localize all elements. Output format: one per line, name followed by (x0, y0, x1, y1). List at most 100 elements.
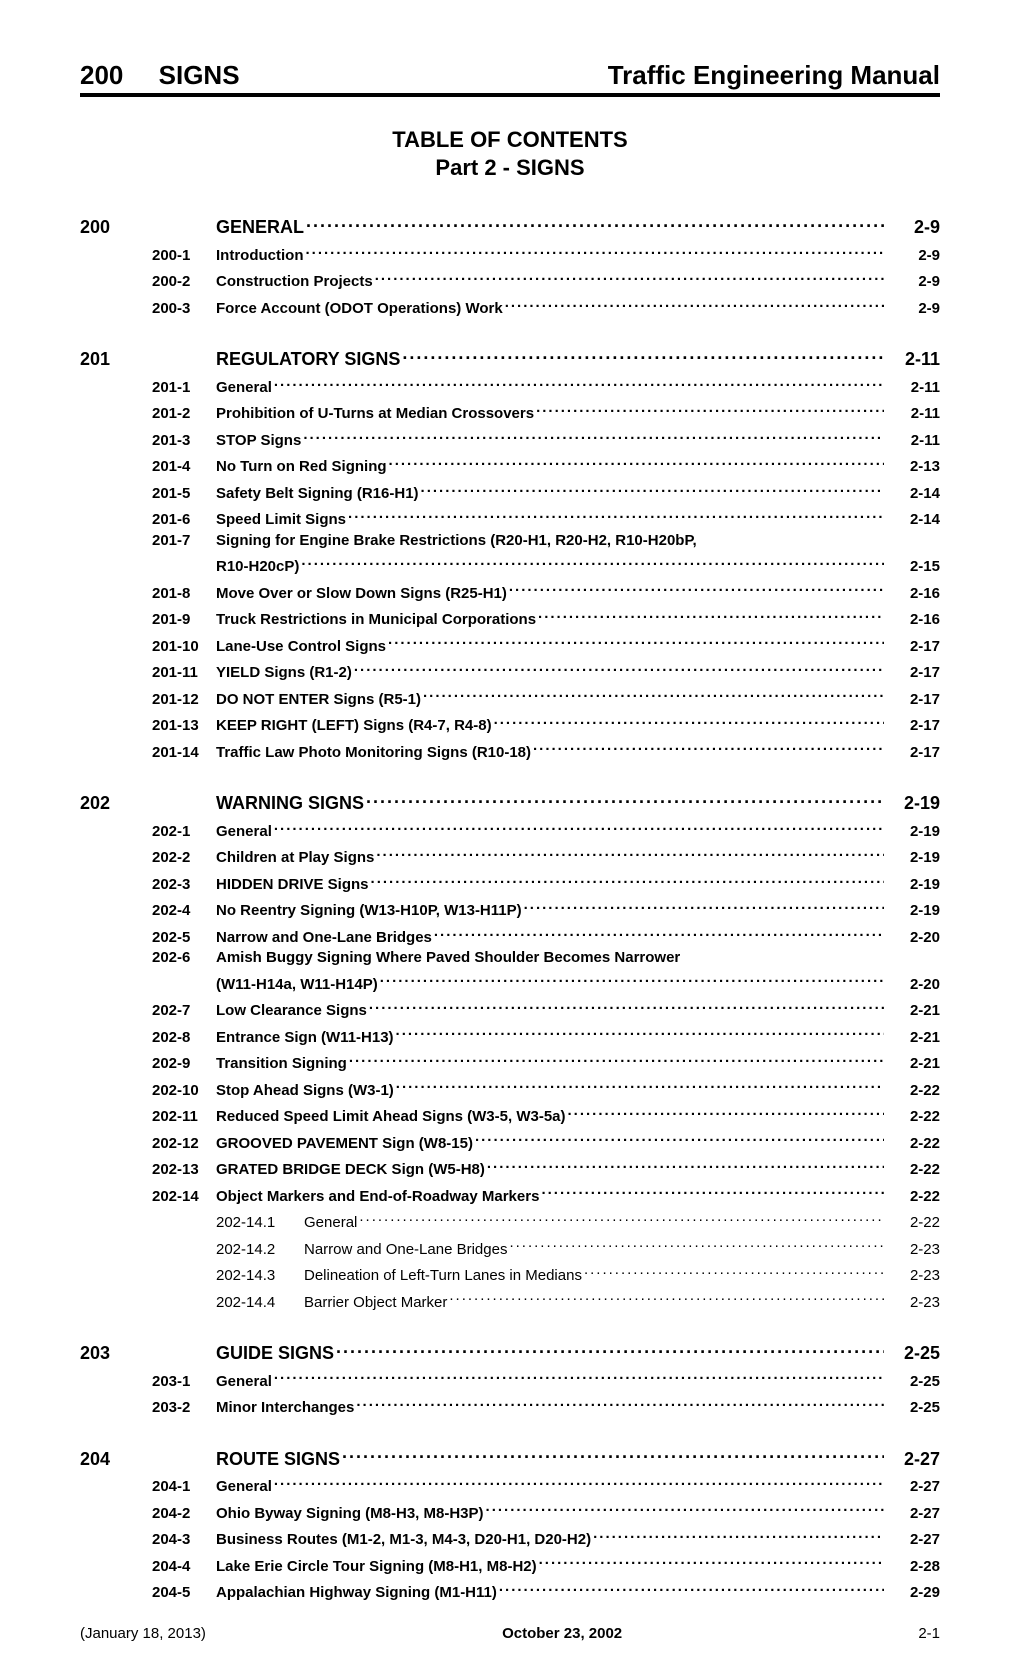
toc-subentry-row: 202-14.1General 2-22 (80, 1207, 940, 1234)
toc-entry-title: Appalachian Highway Signing (M1-H11) (216, 1577, 884, 1604)
footer-right: 2-1 (918, 1625, 940, 1642)
toc-body: 200GENERAL 2-9200-1Introduction 2-9200-2… (80, 209, 940, 1603)
toc-entry-page: 2-22 (884, 1107, 940, 1127)
toc-entry-page: 2-9 (884, 272, 940, 292)
toc-section: 200GENERAL 2-9200-1Introduction 2-9200-2… (80, 209, 940, 319)
toc-entry-page: 2-20 (884, 928, 940, 948)
toc-entry-title: Entrance Sign (W11-H13) (216, 1021, 884, 1048)
footer-center: October 23, 2002 (502, 1625, 622, 1642)
toc-entry-title: GRATED BRIDGE DECK Sign (W5-H8) (216, 1154, 884, 1181)
toc-entry-title: Object Markers and End-of-Roadway Marker… (216, 1180, 884, 1207)
toc-entry-title: Traffic Law Photo Monitoring Signs (R10-… (216, 736, 884, 763)
toc-entry-title: STOP Signs (216, 425, 884, 452)
toc-chapter-num: 202 (80, 791, 152, 815)
toc-entry-row: 202-3HIDDEN DRIVE Signs 2-19 (80, 869, 940, 896)
toc-entry-title: Minor Interchanges (216, 1392, 884, 1419)
chapter-title: SIGNS (159, 60, 240, 90)
toc-entry-title: Children at Play Signs (216, 842, 884, 869)
toc-section-row: 200 GENERAL 2-9 (80, 209, 940, 240)
toc-section: 203GUIDE SIGNS 2-25203-1General 2-25203-… (80, 1335, 940, 1419)
toc-entry-row: 201-10Lane-Use Control Signs 2-17 (80, 630, 940, 657)
toc-entry-row: 201-12DO NOT ENTER Signs (R5-1) 2-17 (80, 683, 940, 710)
toc-entry-page: 2-9 (884, 299, 940, 319)
toc-entry-row: 204-1General 2-27 (80, 1471, 940, 1498)
toc-entry-title: Narrow and One-Lane Bridges (304, 1233, 884, 1260)
toc-entry-page: 2-15 (884, 557, 940, 577)
toc-entry-page: 2-23 (884, 1293, 940, 1313)
toc-entry-num: 204-4 (152, 1557, 216, 1577)
toc-entry-title: General (304, 1207, 884, 1234)
toc-entry-title: R10-H20cP) (216, 551, 884, 578)
toc-chapter-num: 203 (80, 1341, 152, 1365)
toc-entry-page: 2-13 (884, 457, 940, 477)
toc-entry-row: 201-11YIELD Signs (R1-2) 2-17 (80, 657, 940, 684)
toc-entry-title: Low Clearance Signs (216, 995, 884, 1022)
toc-entry-row: 202-1General 2-19 (80, 816, 940, 843)
toc-entry-row: 202-11Reduced Speed Limit Ahead Signs (W… (80, 1101, 940, 1128)
toc-entry-page: 2-9 (884, 215, 940, 239)
toc-entry-num: 203-2 (152, 1398, 216, 1418)
toc-entry-title: HIDDEN DRIVE Signs (216, 869, 884, 896)
toc-section-row: 202 WARNING SIGNS 2-19 (80, 785, 940, 816)
toc-entry-page: 2-17 (884, 716, 940, 736)
toc-entry-row: 202-10Stop Ahead Signs (W3-1) 2-22 (80, 1074, 940, 1101)
toc-entry-page: 2-23 (884, 1240, 940, 1260)
toc-entry-title: GENERAL (216, 209, 884, 240)
toc-entry-title: Signing for Engine Brake Restrictions (R… (216, 531, 940, 551)
toc-entry-page: 2-11 (884, 347, 940, 371)
toc-entry-num: 202-8 (152, 1028, 216, 1048)
toc-entry-page: 2-27 (884, 1477, 940, 1497)
manual-title: Traffic Engineering Manual (608, 60, 940, 91)
toc-entry-row: 204-3Business Routes (M1-2, M1-3, M4-3, … (80, 1524, 940, 1551)
toc-entry-title: General (216, 1471, 884, 1498)
toc-entry-page: 2-11 (884, 404, 940, 424)
toc-entry-row: 203-2Minor Interchanges 2-25 (80, 1392, 940, 1419)
toc-entry-row: 204-2Ohio Byway Signing (M8-H3, M8-H3P) … (80, 1497, 940, 1524)
toc-entry-num: 202-1 (152, 822, 216, 842)
toc-entry-page: 2-17 (884, 637, 940, 657)
toc-section-row: 204ROUTE SIGNS 2-27 (80, 1440, 940, 1471)
toc-entry-title: Lake Erie Circle Tour Signing (M8-H1, M8… (216, 1550, 884, 1577)
toc-entry-page: 2-22 (884, 1160, 940, 1180)
toc-entry-num: 201-1 (152, 378, 216, 398)
toc-subentry-row: 202-14.4Barrier Object Marker 2-23 (80, 1286, 940, 1313)
toc-entry-row: 201-13KEEP RIGHT (LEFT) Signs (R4-7, R4-… (80, 710, 940, 737)
toc-entry-title: Narrow and One-Lane Bridges (216, 922, 884, 949)
toc-chapter-num: 200 (80, 215, 152, 239)
toc-entry-row: 202-9Transition Signing 2-21 (80, 1048, 940, 1075)
toc-subentry-row: 202-14.3Delineation of Left-Turn Lanes i… (80, 1260, 940, 1287)
toc-entry-page: 2-17 (884, 743, 940, 763)
toc-entry-num: 202-6 (152, 948, 216, 968)
toc-entry-row: 203-1General 2-25 (80, 1365, 940, 1392)
toc-entry-page: 2-19 (884, 901, 940, 921)
toc-subentry-num: 202-14.2 (216, 1240, 304, 1260)
toc-entry-num: 202-14 (152, 1187, 216, 1207)
toc-entry-title: WARNING SIGNS (216, 785, 884, 816)
toc-entry-row: 202-14Object Markers and End-of-Roadway … (80, 1180, 940, 1207)
toc-entry-title: General (216, 372, 884, 399)
toc-entry-num: 201-2 (152, 404, 216, 424)
toc-entry-page: 2-19 (884, 791, 940, 815)
toc-entry-title: Ohio Byway Signing (M8-H3, M8-H3P) (216, 1497, 884, 1524)
toc-entry-page: 2-28 (884, 1557, 940, 1577)
toc-entry-page: 2-27 (884, 1504, 940, 1524)
toc-entry-row: 202-4No Reentry Signing (W13-H10P, W13-H… (80, 895, 940, 922)
toc-entry-row: 202-7Low Clearance Signs 2-21 (80, 995, 940, 1022)
toc-entry-row: 204-5Appalachian Highway Signing (M1-H11… (80, 1577, 940, 1604)
toc-entry-page: 2-22 (884, 1213, 940, 1233)
toc-entry-title: Prohibition of U-Turns at Median Crossov… (216, 398, 884, 425)
toc-section: 204ROUTE SIGNS 2-27204-1General 2-27204-… (80, 1440, 940, 1603)
toc-entry-title: Safety Belt Signing (R16-H1) (216, 478, 884, 505)
chapter-number: 200 (80, 60, 123, 90)
toc-entry-title: No Reentry Signing (W13-H10P, W13-H11P) (216, 895, 884, 922)
toc-entry-num: 202-11 (152, 1107, 216, 1127)
toc-entry-num: 200-1 (152, 246, 216, 266)
toc-entry-num: 202-7 (152, 1001, 216, 1021)
toc-chapter-num: 204 (80, 1447, 152, 1471)
toc-entry-row: 202-6Amish Buggy Signing Where Paved Sho… (80, 948, 940, 968)
toc-entry-page: 2-19 (884, 848, 940, 868)
toc-entry-row: 201-8Move Over or Slow Down Signs (R25-H… (80, 577, 940, 604)
toc-entry-title: ROUTE SIGNS (216, 1440, 884, 1471)
toc-entry-row: 202-8Entrance Sign (W11-H13) 2-21 (80, 1021, 940, 1048)
toc-entry-title: No Turn on Red Signing (216, 451, 884, 478)
